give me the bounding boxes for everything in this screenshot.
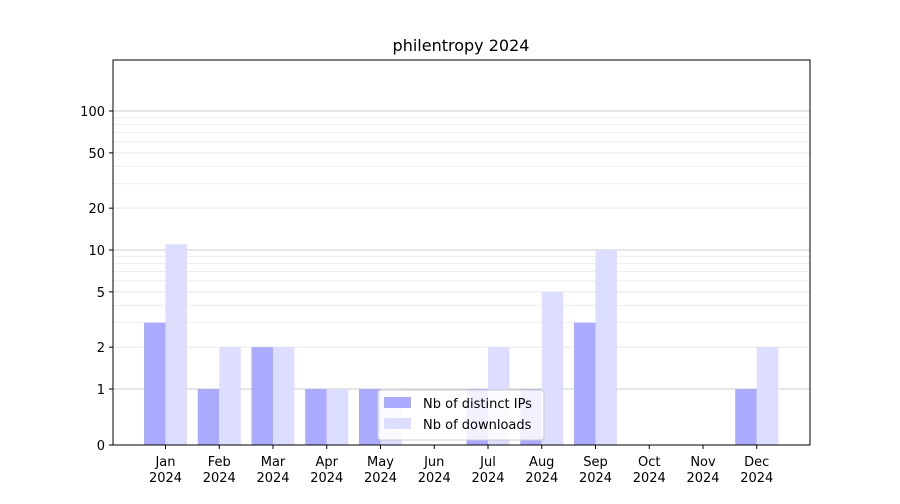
x-tick-label: Dec 2024 (740, 455, 773, 486)
x-axis: Jan 2024 Feb 2024 Mar 2024 Apr 2024 May 2024 Jun 20… (149, 445, 773, 486)
legend-swatch (384, 418, 411, 429)
y-tick-label: 5 (97, 286, 105, 301)
plot-frame (112, 59, 811, 446)
bar-distinct-ips (144, 322, 166, 445)
bar-downloads (219, 347, 241, 445)
bar-downloads (326, 389, 349, 445)
y-tick-label: 100 (80, 105, 105, 120)
bar-downloads (165, 244, 187, 445)
legend-label: Nb of downloads (423, 418, 532, 433)
y-tick-label: 0 (97, 439, 105, 454)
x-tick-label: Nov 2024 (686, 455, 719, 486)
x-tick-label: Oct 2024 (633, 455, 666, 486)
grid-lines (113, 110, 810, 446)
x-tick-label: Apr 2024 (310, 455, 343, 486)
bar-distinct-ips (735, 389, 757, 445)
chart-title: philentropy 2024 (393, 36, 530, 55)
x-tick-label: Jul 2024 (471, 455, 504, 486)
y-tick-label: 2 (97, 341, 105, 356)
x-tick-label: Mar 2024 (256, 455, 289, 486)
y-tick-label: 10 (88, 244, 105, 259)
x-tick-label: Sep 2024 (579, 455, 612, 486)
bar-distinct-ips (305, 389, 327, 445)
y-tick-label: 20 (88, 202, 105, 217)
bar-distinct-ips (574, 322, 596, 445)
x-tick-label: May 2024 (364, 455, 397, 486)
bar-downloads (595, 250, 617, 445)
x-tick-label: Aug 2024 (525, 455, 558, 486)
legend-label: Nb of distinct IPs (423, 397, 532, 412)
y-tick-label: 50 (88, 147, 105, 162)
y-axis: 0 1 2 5 10 20 50 100 (80, 105, 113, 454)
bar-downloads (541, 291, 564, 445)
bar-distinct-ips (251, 347, 273, 445)
bar-distinct-ips (359, 389, 381, 445)
x-tick-label: Feb 2024 (203, 455, 236, 486)
bar-distinct-ips (197, 389, 220, 445)
y-tick-label: 1 (97, 383, 105, 398)
legend-box (377, 389, 545, 441)
legend-swatch (384, 397, 411, 408)
legend: Nb of distinct IPs Nb of downloads (377, 389, 545, 441)
x-tick-label: Jan 2024 (149, 455, 182, 486)
x-tick-label: Jun 2024 (418, 455, 451, 486)
bar-downloads (273, 347, 295, 445)
bar-downloads (756, 347, 779, 445)
